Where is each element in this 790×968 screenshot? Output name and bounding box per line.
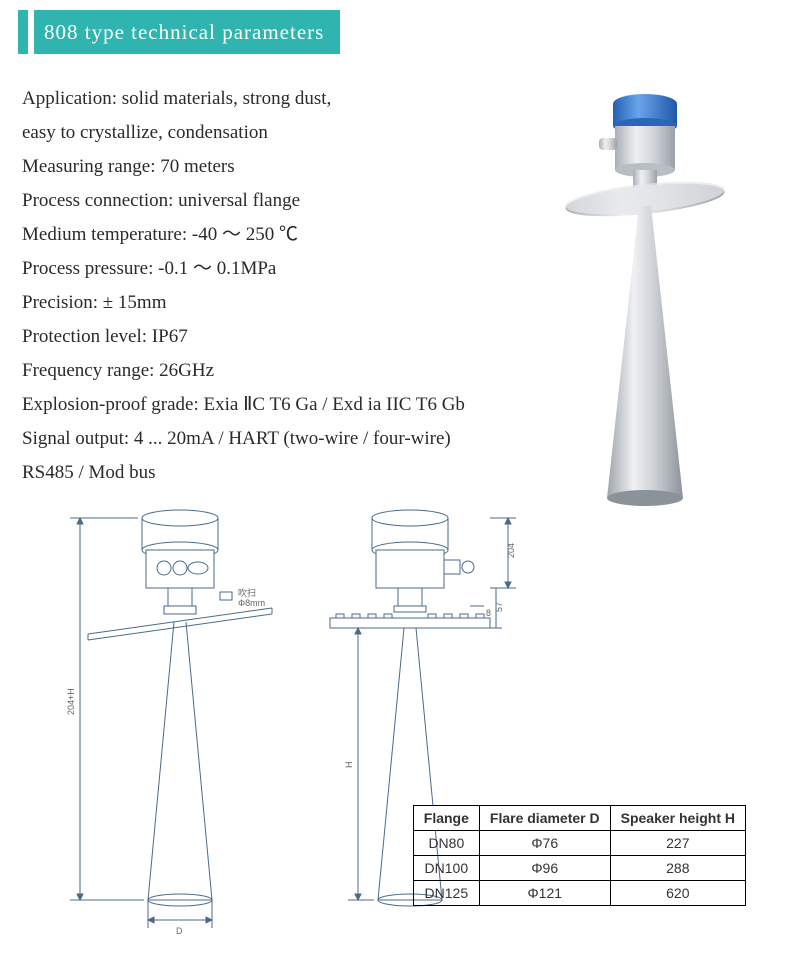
- table-row: DN125 Φ121 620: [413, 881, 745, 906]
- spec-line: Process connection: universal flange: [22, 184, 502, 218]
- spec-line: Frequency range: 26GHz: [22, 354, 502, 388]
- table-cell: DN100: [413, 856, 479, 881]
- table-header-row: Flange Flare diameter D Speaker height H: [413, 806, 745, 831]
- svg-text:Φ8mm: Φ8mm: [238, 598, 265, 608]
- table-cell: 620: [610, 881, 745, 906]
- table-cell: 227: [610, 831, 745, 856]
- svg-text:204: 204: [506, 543, 516, 558]
- svg-text:204+H: 204+H: [66, 688, 76, 715]
- spec-list: Application: solid materials, strong dus…: [22, 82, 502, 490]
- table-cell: Φ76: [479, 831, 610, 856]
- col-header: Flange: [413, 806, 479, 831]
- table-row: DN100 Φ96 288: [413, 856, 745, 881]
- col-header: Speaker height H: [610, 806, 745, 831]
- svg-text:D: D: [176, 926, 183, 936]
- table-cell: DN80: [413, 831, 479, 856]
- spec-line: Precision: ± 15mm: [22, 286, 502, 320]
- header-accent-bar: [18, 10, 28, 54]
- svg-text:吹扫: 吹扫: [238, 587, 256, 598]
- section-header: 808 type technical parameters: [18, 10, 790, 54]
- spec-line: Measuring range: 70 meters: [22, 150, 502, 184]
- table-row: DN80 Φ76 227: [413, 831, 745, 856]
- spec-line: Explosion-proof grade: Exia ⅡC T6 Ga / E…: [22, 388, 502, 422]
- spec-line: Application: solid materials, strong dus…: [22, 82, 502, 116]
- table-cell: Φ96: [479, 856, 610, 881]
- header-title: 808 type technical parameters: [34, 10, 340, 54]
- svg-text:H: H: [344, 762, 354, 769]
- product-photo: [555, 88, 735, 508]
- table-cell: DN125: [413, 881, 479, 906]
- table-cell: Φ121: [479, 881, 610, 906]
- spec-line: Protection level: IP67: [22, 320, 502, 354]
- spec-line: Signal output: 4 ... 20mA / HART (two-wi…: [22, 422, 502, 490]
- table-cell: 288: [610, 856, 745, 881]
- spec-line: Medium temperature: -40 ～ 250 ℃: [22, 218, 502, 252]
- col-header: Flare diameter D: [479, 806, 610, 831]
- spec-line: Process pressure: -0.1 ～ 0.1MPa: [22, 252, 502, 286]
- svg-text:8: 8: [486, 608, 491, 618]
- dimension-table: Flange Flare diameter D Speaker height H…: [413, 805, 746, 906]
- svg-text:57: 57: [494, 602, 504, 612]
- spec-line: easy to crystallize, condensation: [22, 116, 502, 150]
